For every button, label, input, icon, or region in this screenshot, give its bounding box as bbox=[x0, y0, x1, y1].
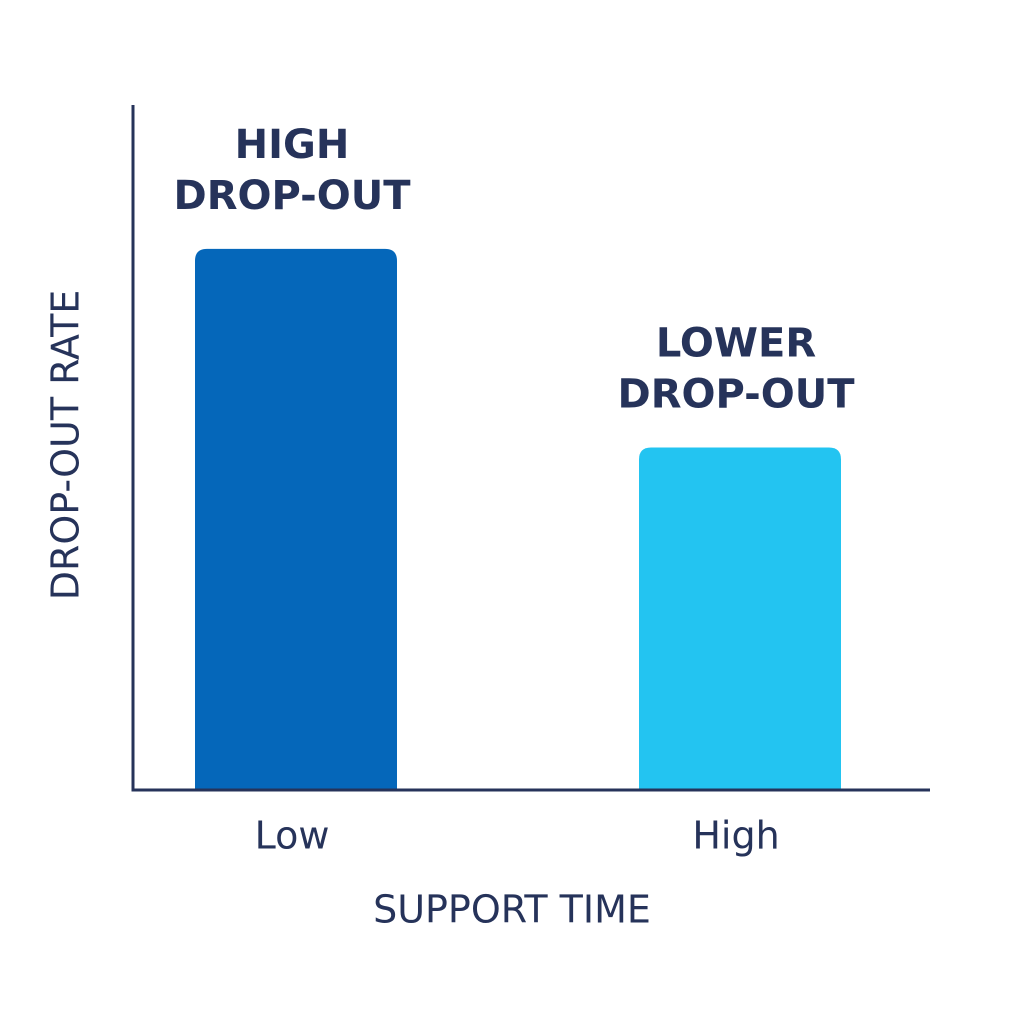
x-tick-label: Low bbox=[255, 814, 330, 858]
bar-annotation: DROP-OUT bbox=[618, 372, 856, 418]
bar bbox=[639, 447, 841, 790]
bar bbox=[195, 248, 397, 791]
bar-annotation: LOWER bbox=[656, 321, 816, 367]
bar-annotation: DROP-OUT bbox=[174, 173, 412, 219]
x-axis-label: SUPPORT TIME bbox=[373, 888, 651, 932]
bar-annotation: HIGH bbox=[235, 122, 350, 168]
y-axis-label: DROP-OUT RATE bbox=[44, 290, 88, 601]
x-tick-label: High bbox=[692, 814, 779, 858]
